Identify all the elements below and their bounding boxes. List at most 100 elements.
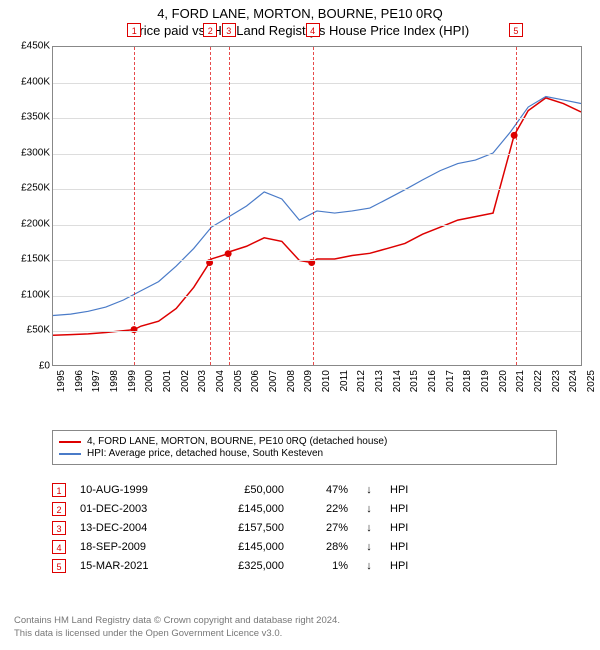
- x-axis-label: 2009: [303, 370, 314, 392]
- sale-index-box: 4: [52, 540, 66, 554]
- price-chart: 12345 £0 £50K £100K £150K £200K £250K £300K £35…: [10, 46, 590, 406]
- event-marker-box: 4: [306, 23, 320, 37]
- x-axis-label: 2004: [215, 370, 226, 392]
- x-axis-label: 2006: [250, 370, 261, 392]
- x-axis-label: 2014: [392, 370, 403, 392]
- gridline: [53, 189, 581, 190]
- x-axis-label: 2005: [233, 370, 244, 392]
- gridline: [53, 118, 581, 119]
- gridline: [53, 225, 581, 226]
- gridline: [53, 154, 581, 155]
- x-axis-label: 2011: [339, 370, 350, 392]
- x-axis-label: 2001: [162, 370, 173, 392]
- x-axis-label: 1997: [91, 370, 102, 392]
- sale-price: £50,000: [204, 484, 284, 496]
- gridline: [53, 83, 581, 84]
- y-axis-label: £250K: [21, 183, 50, 194]
- x-axis-label: 2008: [286, 370, 297, 392]
- x-axis-label: 2024: [568, 370, 579, 392]
- y-axis-label: £150K: [21, 254, 50, 265]
- sales-table: 110-AUG-1999£50,00047%↓HPI201-DEC-2003£1…: [52, 478, 552, 578]
- sale-index-box: 1: [52, 483, 66, 497]
- x-axis-label: 2012: [356, 370, 367, 392]
- sale-hpi-label: HPI: [390, 522, 408, 534]
- legend: 4, FORD LANE, MORTON, BOURNE, PE10 0RQ (…: [52, 430, 557, 465]
- sale-row: 418-SEP-2009£145,00028%↓HPI: [52, 540, 552, 554]
- sale-pct: 27%: [298, 522, 348, 534]
- event-marker-line: [134, 47, 135, 365]
- event-marker-line: [229, 47, 230, 365]
- legend-label-hpi: HPI: Average price, detached house, Sout…: [87, 448, 323, 459]
- footer-line-1: Contains HM Land Registry data © Crown c…: [14, 615, 340, 627]
- x-axis-label: 2003: [197, 370, 208, 392]
- sale-index-box: 3: [52, 521, 66, 535]
- sale-date: 18-SEP-2009: [80, 541, 190, 553]
- sale-index-box: 2: [52, 502, 66, 516]
- x-axis-label: 2025: [586, 370, 597, 392]
- event-marker-box: 2: [203, 23, 217, 37]
- y-axis-label: £0: [39, 361, 50, 372]
- sale-pct: 1%: [298, 560, 348, 572]
- x-axis-label: 2002: [180, 370, 191, 392]
- event-marker-box: 1: [127, 23, 141, 37]
- sale-date: 13-DEC-2004: [80, 522, 190, 534]
- x-axis-label: 2007: [268, 370, 279, 392]
- legend-swatch-property: [59, 441, 81, 443]
- x-axis-label: 2020: [498, 370, 509, 392]
- down-arrow-icon: ↓: [362, 541, 376, 553]
- x-axis-label: 2015: [409, 370, 420, 392]
- x-axis-label: 1996: [74, 370, 85, 392]
- sale-row: 201-DEC-2003£145,00022%↓HPI: [52, 502, 552, 516]
- sale-hpi-label: HPI: [390, 560, 408, 572]
- x-axis-label: 2013: [374, 370, 385, 392]
- event-marker-line: [210, 47, 211, 365]
- gridline: [53, 331, 581, 332]
- sale-pct: 28%: [298, 541, 348, 553]
- sale-row: 110-AUG-1999£50,00047%↓HPI: [52, 483, 552, 497]
- gridline: [53, 260, 581, 261]
- series-line-property: [53, 98, 581, 335]
- sale-price: £157,500: [204, 522, 284, 534]
- sale-hpi-label: HPI: [390, 503, 408, 515]
- x-axis-label: 2016: [427, 370, 438, 392]
- legend-item-property: 4, FORD LANE, MORTON, BOURNE, PE10 0RQ (…: [59, 436, 550, 447]
- sale-date: 15-MAR-2021: [80, 560, 190, 572]
- y-axis-label: £300K: [21, 147, 50, 158]
- event-marker-box: 3: [222, 23, 236, 37]
- sale-price: £325,000: [204, 560, 284, 572]
- sale-row: 3 13-DEC-2004 £157,500 27% ↓ HPI: [52, 521, 552, 535]
- legend-label-property: 4, FORD LANE, MORTON, BOURNE, PE10 0RQ (…: [87, 436, 387, 447]
- event-marker-line: [516, 47, 517, 365]
- y-axis-label: £100K: [21, 289, 50, 300]
- plot-area: 12345: [52, 46, 582, 366]
- x-axis-label: 2022: [533, 370, 544, 392]
- x-axis-label: 1995: [56, 370, 67, 392]
- y-axis-label: £450K: [21, 41, 50, 52]
- y-axis-label: £200K: [21, 218, 50, 229]
- x-axis-label: 2000: [144, 370, 155, 392]
- x-axis-label: 2017: [445, 370, 456, 392]
- x-axis-label: 1999: [127, 370, 138, 392]
- sale-pct: 22%: [298, 503, 348, 515]
- down-arrow-icon: ↓: [362, 560, 376, 572]
- y-axis-label: £400K: [21, 76, 50, 87]
- sale-date: 10-AUG-1999: [80, 484, 190, 496]
- event-marker-line: [313, 47, 314, 365]
- down-arrow-icon: ↓: [362, 522, 376, 534]
- down-arrow-icon: ↓: [362, 484, 376, 496]
- event-marker-box: 5: [509, 23, 523, 37]
- down-arrow-icon: ↓: [362, 503, 376, 515]
- sale-index-box: 5: [52, 559, 66, 573]
- x-axis-label: 2010: [321, 370, 332, 392]
- footer-line-2: This data is licensed under the Open Gov…: [14, 628, 340, 640]
- footer: Contains HM Land Registry data © Crown c…: [14, 615, 340, 640]
- sale-pct: 47%: [298, 484, 348, 496]
- x-axis-label: 2018: [462, 370, 473, 392]
- legend-item-hpi: HPI: Average price, detached house, Sout…: [59, 448, 550, 459]
- x-axis-label: 2021: [515, 370, 526, 392]
- chart-lines: [53, 47, 581, 365]
- y-axis-label: £350K: [21, 112, 50, 123]
- series-line-hpi: [53, 96, 581, 315]
- chart-title: 4, FORD LANE, MORTON, BOURNE, PE10 0RQ: [0, 6, 600, 21]
- y-axis-label: £50K: [27, 325, 50, 336]
